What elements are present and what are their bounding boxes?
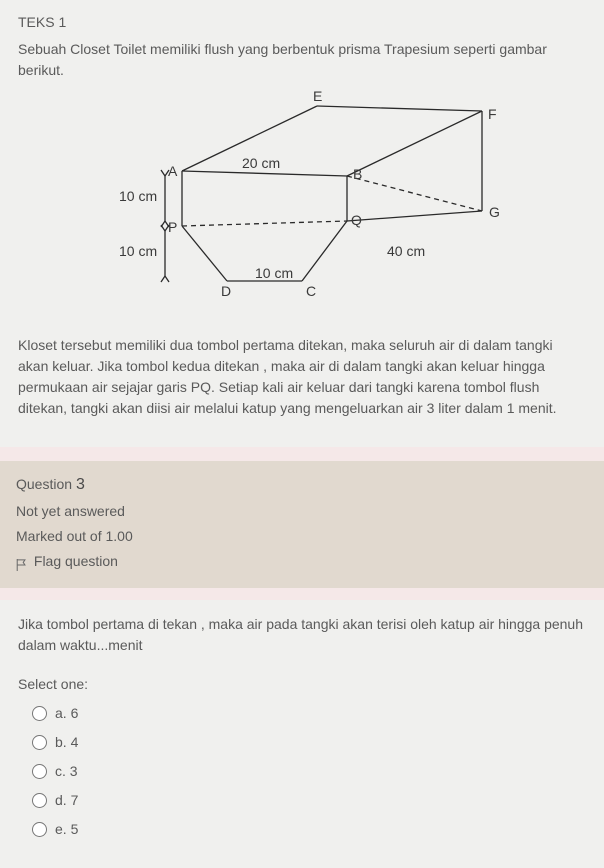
figure-container: A E F B P Q G D C 20 cm 10 cm 40 cm 10 cm 10 cm — [18, 91, 586, 321]
svg-text:20 cm: 20 cm — [242, 155, 280, 171]
teks-description: Kloset tersebut memiliki dua tombol pert… — [18, 335, 586, 419]
option-b[interactable]: b. 4 — [32, 732, 586, 753]
option-b-radio[interactable] — [32, 735, 47, 750]
svg-text:D: D — [221, 283, 231, 299]
flag-label: Flag question — [34, 553, 118, 569]
flag-icon — [16, 556, 27, 568]
svg-text:E: E — [313, 91, 322, 104]
svg-text:F: F — [488, 106, 497, 122]
svg-text:10 cm: 10 cm — [119, 188, 157, 204]
option-c-label: c. 3 — [55, 761, 78, 782]
svg-text:A: A — [168, 163, 178, 179]
option-c-radio[interactable] — [32, 764, 47, 779]
question-number-line: Question 3 — [16, 473, 588, 497]
option-d[interactable]: d. 7 — [32, 790, 586, 811]
svg-text:10 cm: 10 cm — [119, 243, 157, 259]
flag-question-link[interactable]: Flag question — [16, 551, 588, 572]
svg-text:10 cm: 10 cm — [255, 265, 293, 281]
svg-text:40 cm: 40 cm — [387, 243, 425, 259]
question-number: 3 — [76, 476, 85, 493]
question-status: Not yet answered — [16, 501, 588, 522]
question-header: Question 3 Not yet answered Marked out o… — [0, 461, 604, 588]
option-d-label: d. 7 — [55, 790, 78, 811]
question-body: Jika tombol pertama di tekan , maka air … — [0, 600, 604, 868]
question-stem: Jika tombol pertama di tekan , maka air … — [18, 614, 586, 656]
prism-diagram: A E F B P Q G D C 20 cm 10 cm 40 cm 10 cm 10 cm — [87, 91, 517, 321]
option-b-label: b. 4 — [55, 732, 78, 753]
option-d-radio[interactable] — [32, 793, 47, 808]
option-e-label: e. 5 — [55, 819, 78, 840]
svg-text:Q: Q — [351, 212, 362, 228]
teks-title: TEKS 1 — [18, 12, 586, 33]
options-list: a. 6 b. 4 c. 3 d. 7 e. 5 — [18, 703, 586, 840]
teks-intro: Sebuah Closet Toilet memiliki flush yang… — [18, 39, 586, 81]
option-e-radio[interactable] — [32, 822, 47, 837]
option-a-radio[interactable] — [32, 706, 47, 721]
question-prefix: Question — [16, 476, 72, 492]
option-a[interactable]: a. 6 — [32, 703, 586, 724]
option-a-label: a. 6 — [55, 703, 78, 724]
select-one-label: Select one: — [18, 674, 586, 695]
teks-block: TEKS 1 Sebuah Closet Toilet memiliki flu… — [0, 0, 604, 447]
svg-text:P: P — [168, 219, 177, 235]
option-e[interactable]: e. 5 — [32, 819, 586, 840]
option-c[interactable]: c. 3 — [32, 761, 586, 782]
svg-text:C: C — [306, 283, 316, 299]
question-marks: Marked out of 1.00 — [16, 526, 588, 547]
svg-text:G: G — [489, 204, 500, 220]
svg-text:B: B — [353, 166, 362, 182]
